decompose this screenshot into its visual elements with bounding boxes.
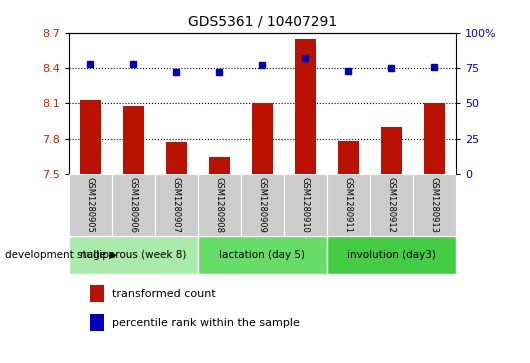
Text: transformed count: transformed count [112,289,216,299]
Bar [165,142,187,174]
Bar [90,285,104,302]
Text: GSM1280905: GSM1280905 [86,177,95,233]
Bar [198,236,327,274]
Bar [327,174,370,236]
Bar [90,314,104,331]
Bar [252,103,273,174]
Bar [155,174,198,236]
Text: development stage ▶: development stage ▶ [5,250,118,260]
Text: involution (day3): involution (day3) [347,250,436,260]
Title: GDS5361 / 10407291: GDS5361 / 10407291 [188,15,337,29]
Bar [209,156,230,174]
Bar [112,174,155,236]
Bar [370,174,413,236]
Bar [327,236,456,274]
Bar [241,174,284,236]
Bar [284,174,327,236]
Bar [413,174,456,236]
Bar [423,103,445,174]
Text: GSM1280911: GSM1280911 [344,177,353,233]
Bar [69,236,198,274]
Text: GSM1280908: GSM1280908 [215,177,224,233]
Bar [338,141,359,174]
Text: GSM1280912: GSM1280912 [387,177,396,233]
Bar [80,100,101,174]
Bar [122,106,144,174]
Text: GSM1280906: GSM1280906 [129,177,138,233]
Text: lactation (day 5): lactation (day 5) [219,250,305,260]
Bar [381,127,402,174]
Bar [198,174,241,236]
Text: percentile rank within the sample: percentile rank within the sample [112,318,300,328]
Bar [295,38,316,174]
Bar [69,174,112,236]
Text: nulliparous (week 8): nulliparous (week 8) [80,250,187,260]
Text: GSM1280910: GSM1280910 [301,177,310,233]
Text: GSM1280907: GSM1280907 [172,177,181,233]
Text: GSM1280909: GSM1280909 [258,177,267,233]
Text: GSM1280913: GSM1280913 [430,177,439,233]
